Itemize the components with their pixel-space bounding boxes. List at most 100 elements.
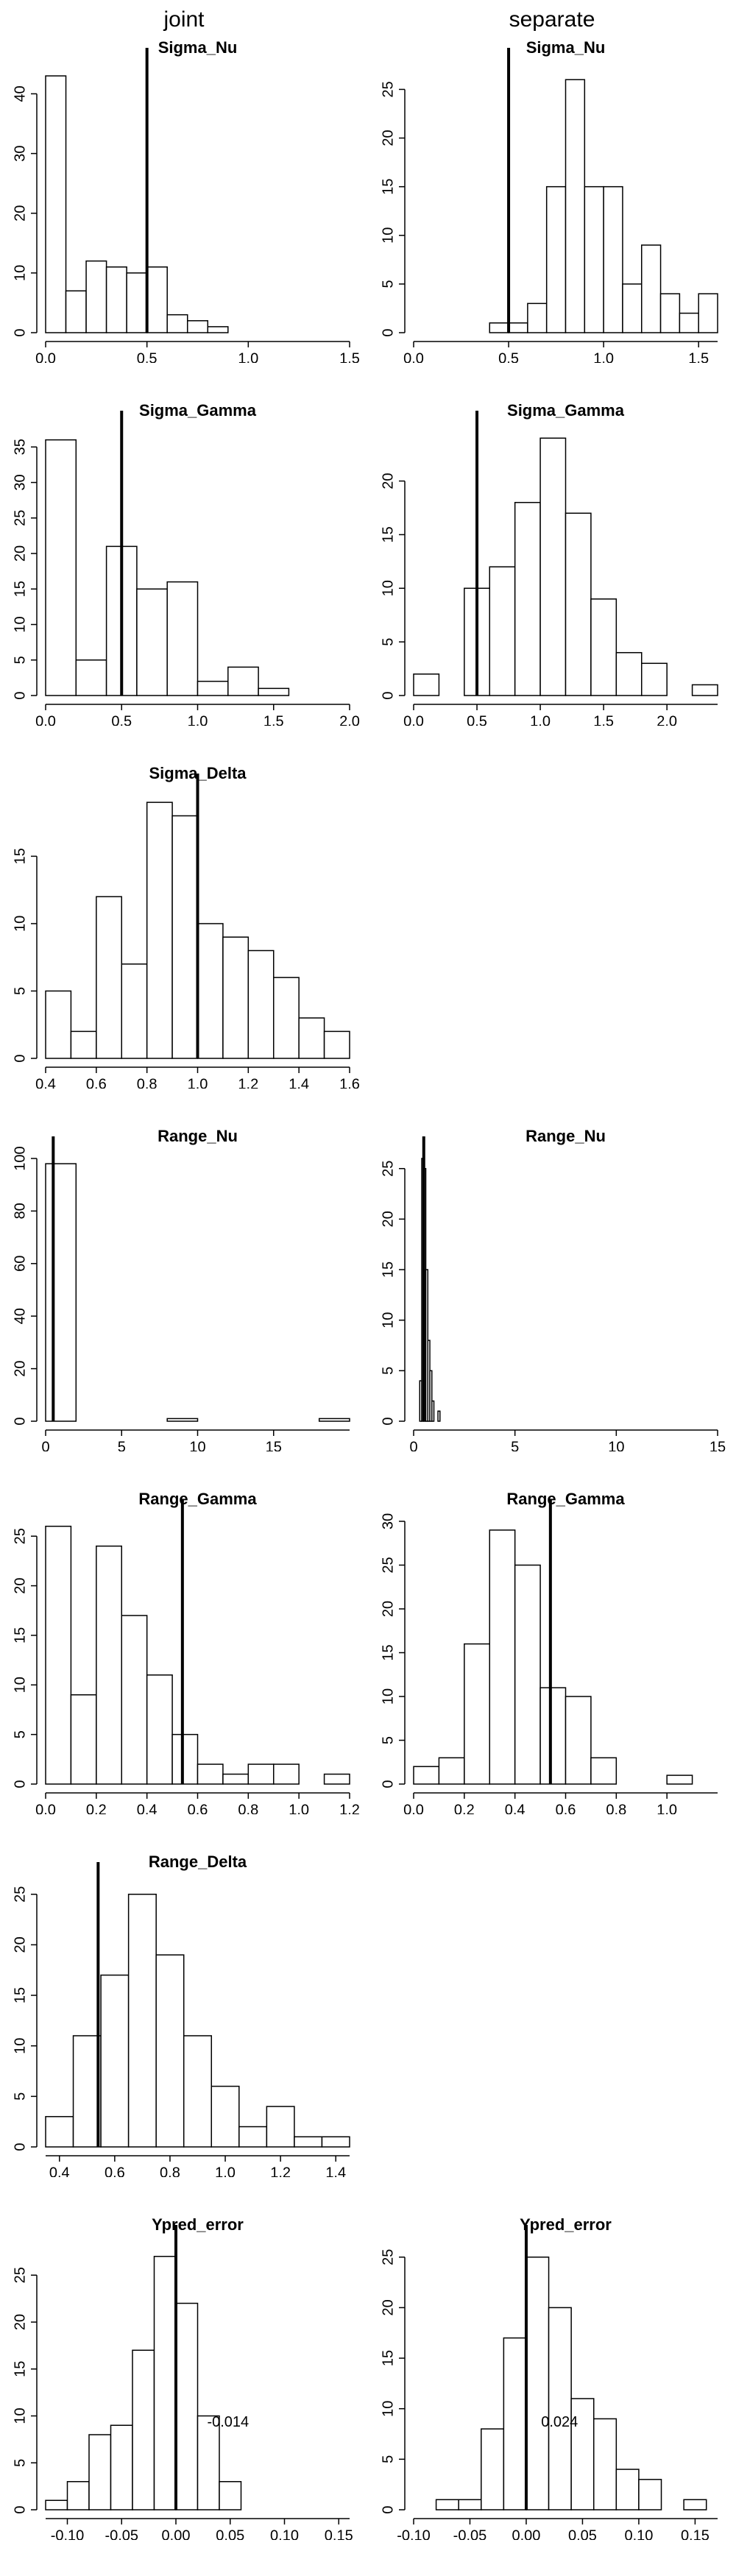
- bar: [85, 260, 107, 333]
- x-tick-label: 0.4: [35, 1076, 56, 1089]
- x-tick-label: -0.05: [453, 2527, 487, 2540]
- y-tick-label: 20: [12, 545, 28, 562]
- bar: [197, 680, 229, 696]
- bar: [527, 302, 548, 333]
- y-tick-label: 15: [380, 179, 396, 195]
- chart-title: Ypred_error: [520, 2215, 612, 2234]
- y-tick-label: 25: [380, 2249, 396, 2265]
- y-tick-label: 0: [380, 2505, 396, 2513]
- y-tick-label: 0: [12, 2505, 28, 2513]
- x-tick-label: 0.6: [556, 1802, 576, 1814]
- x-tick-label: 0.0: [35, 1802, 56, 1814]
- bar: [266, 2106, 295, 2148]
- x-tick-label: 5: [511, 1439, 519, 1451]
- chart-title: Range_Nu: [158, 1127, 238, 1145]
- x-tick-label: 15: [266, 1439, 282, 1451]
- y-tick-label: 15: [380, 2350, 396, 2366]
- x-tick-label: 0.15: [681, 2527, 710, 2540]
- histogram: Range_Gamma 0.0 0.2 0.4 0.6 0.8 1.0 0 5 10 15 20 25 3…: [380, 1490, 718, 1814]
- histogram: Range_Nu 0 5 10 15 0 5 10 15 20 25: [380, 1127, 726, 1451]
- y-tick-label: 15: [12, 848, 28, 864]
- bar: [438, 1757, 465, 1785]
- x-tick-label: 1.0: [657, 1802, 677, 1814]
- y-tick-label: 5: [380, 638, 396, 646]
- bar: [429, 1370, 433, 1422]
- x-tick-label: -0.10: [397, 2527, 431, 2540]
- x-tick-label: 1.4: [289, 1076, 309, 1089]
- x-tick-label: 1.0: [188, 1076, 208, 1089]
- histogram: Range_Gamma 0.0 0.2 0.4 0.6 0.8 1.0 1.2 0 5 10 15 20…: [12, 1490, 360, 1814]
- bar: [96, 1545, 122, 1785]
- y-tick-label: 10: [12, 616, 28, 632]
- x-tick-label: 1.0: [215, 2165, 236, 2177]
- chart-title: Sigma_Nu: [526, 38, 606, 57]
- histogram: Sigma_Gamma 0.0 0.5 1.0 1.5 2.0 0 5 10 15 20 25 30 35: [12, 401, 360, 726]
- bar: [641, 662, 668, 696]
- bar: [545, 185, 567, 333]
- x-tick-label: 0.05: [568, 2527, 597, 2540]
- y-tick-label: 25: [12, 1528, 28, 1544]
- y-tick-label: 0: [12, 2142, 28, 2151]
- y-tick-label: 0: [380, 1417, 396, 1425]
- x-tick-label: 1.2: [238, 1076, 258, 1089]
- x-tick-label: 1.0: [530, 713, 551, 726]
- bar: [70, 1030, 97, 1059]
- bar: [88, 2434, 112, 2510]
- bar: [197, 2415, 220, 2510]
- bar: [273, 977, 300, 1059]
- bar: [526, 2256, 550, 2510]
- y-tick-label: 40: [12, 1308, 28, 1324]
- bar: [222, 1773, 250, 1785]
- bar: [65, 290, 87, 333]
- bar: [323, 1773, 350, 1785]
- y-tick-label: 30: [12, 145, 28, 161]
- x-tick-label: 0.8: [160, 2165, 180, 2177]
- y-tick-label: 30: [12, 474, 28, 490]
- bar: [503, 2337, 527, 2510]
- bar: [197, 923, 224, 1059]
- bar: [638, 2479, 662, 2510]
- x-tick-label: 0.4: [49, 2165, 70, 2177]
- column-header: separate: [509, 7, 595, 32]
- bar: [166, 314, 188, 333]
- y-tick-label: 15: [12, 581, 28, 597]
- bar: [590, 1757, 618, 1785]
- y-tick-label: 20: [12, 2314, 28, 2330]
- y-tick-label: 80: [12, 1203, 28, 1219]
- x-tick-label: 1.0: [238, 350, 258, 363]
- bar: [45, 75, 67, 333]
- bar: [207, 326, 229, 333]
- y-tick-label: 10: [12, 2038, 28, 2054]
- y-tick-label: 10: [380, 227, 396, 244]
- x-tick-label: 15: [710, 1439, 726, 1451]
- chart-title: Sigma_Gamma: [139, 401, 257, 420]
- bar: [146, 266, 168, 333]
- bar: [75, 659, 107, 696]
- x-tick-label: 0.10: [270, 2527, 299, 2540]
- bar: [273, 1763, 300, 1785]
- bar: [413, 1766, 440, 1785]
- bar: [659, 293, 681, 333]
- y-tick-label: 0: [12, 1417, 28, 1425]
- bar: [431, 1400, 435, 1422]
- y-tick-label: 15: [380, 526, 396, 542]
- y-tick-label: 15: [380, 1262, 396, 1278]
- bar: [171, 815, 199, 1059]
- y-tick-label: 25: [380, 1557, 396, 1573]
- y-tick-label: 5: [12, 656, 28, 664]
- bar: [183, 2035, 213, 2148]
- bar: [294, 2136, 323, 2148]
- bar: [146, 1674, 173, 1785]
- x-tick-label: 1.0: [289, 1802, 309, 1814]
- y-tick-label: 5: [380, 2455, 396, 2463]
- y-tick-label: 30: [380, 1513, 396, 1529]
- x-tick-label: 0.2: [86, 1802, 107, 1814]
- x-tick-label: 0.8: [137, 1076, 158, 1089]
- x-tick-label: 2.0: [339, 713, 360, 726]
- x-tick-label: 2.0: [657, 713, 677, 726]
- bar: [565, 512, 592, 696]
- bar: [210, 2085, 240, 2148]
- chart-title: Sigma_Nu: [158, 38, 238, 57]
- x-tick-label: 0: [41, 1439, 49, 1451]
